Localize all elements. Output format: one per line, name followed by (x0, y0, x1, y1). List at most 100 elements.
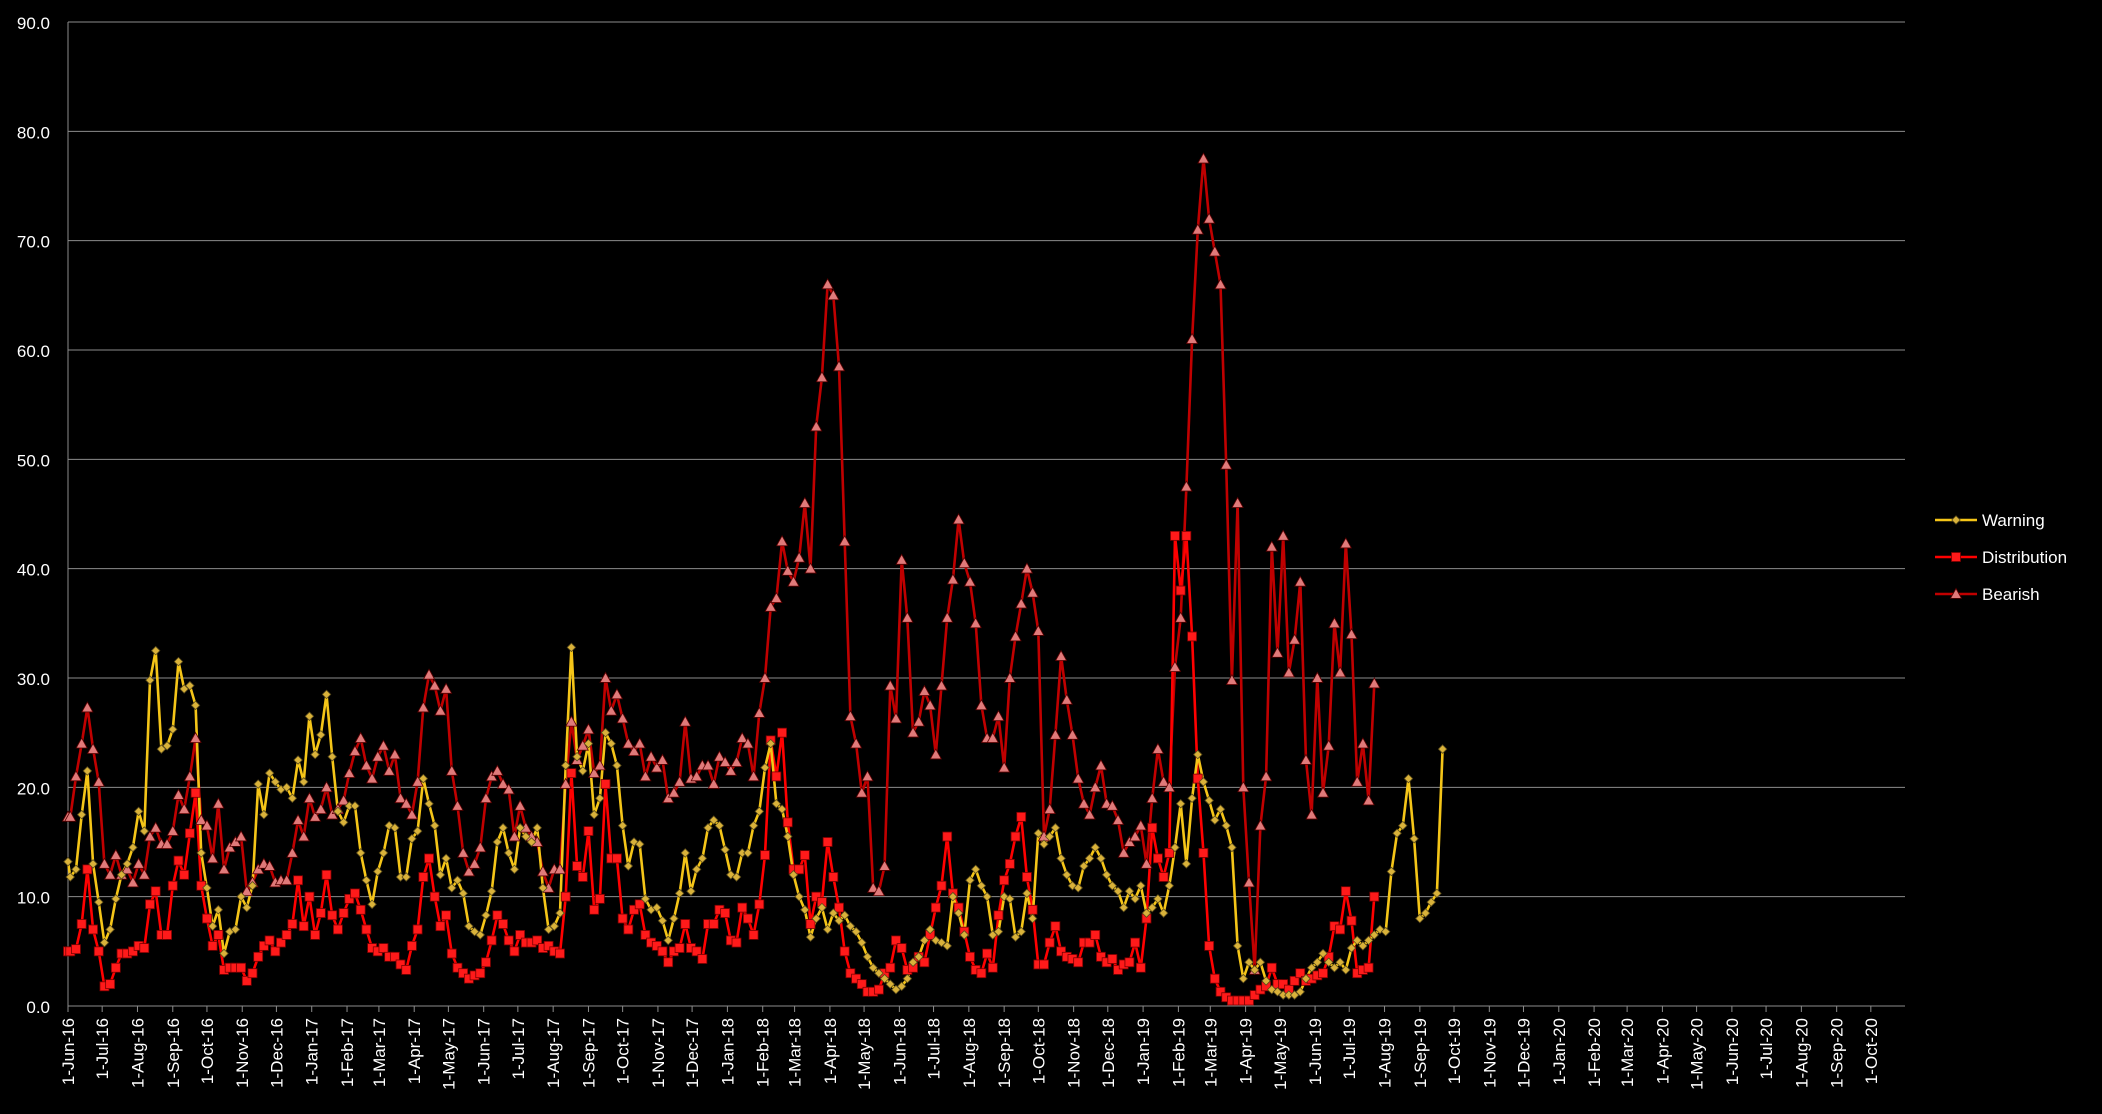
data-point-warning (885, 979, 896, 989)
data-point-bearish (1128, 830, 1142, 842)
y-tick-label: 70.0 (17, 233, 50, 252)
data-point-distribution (458, 968, 469, 979)
x-tick-label: 1-Oct-18 (1029, 1018, 1048, 1084)
data-point-bearish (599, 671, 612, 683)
data-point-distribution (435, 921, 446, 932)
data-point-bearish (103, 868, 117, 880)
data-point-warning (1432, 888, 1442, 899)
x-tick-label: 1-Jan-18 (718, 1018, 737, 1085)
data-point-bearish (679, 715, 692, 727)
data-point-warning (63, 856, 73, 867)
data-point-warning (1267, 984, 1277, 995)
x-axis: 1-Jun-16 1-Jul-16 1-Aug-16 1-Sep-16 1-Oct-16… (59, 1005, 1905, 1090)
data-point-warning (105, 924, 115, 935)
data-point-warning (1392, 828, 1402, 839)
y-tick-label: 50.0 (17, 451, 50, 470)
data-point-warning (475, 930, 486, 940)
data-point-distribution (207, 940, 218, 951)
data-point-warning (150, 645, 161, 656)
data-point-warning (1130, 894, 1140, 904)
data-point-bearish (1345, 627, 1358, 640)
data-point-warning (1369, 930, 1380, 940)
data-point-distribution (634, 899, 645, 910)
data-point-warning (731, 872, 742, 882)
data-point-warning (287, 793, 298, 804)
data-point-warning (162, 741, 172, 751)
data-point-distribution (1084, 937, 1095, 948)
data-point-warning (1289, 990, 1300, 1000)
data-point-bearish (1282, 666, 1296, 678)
data-point-bearish (160, 837, 174, 849)
data-point-bearish (912, 715, 925, 727)
data-point-warning (1090, 842, 1101, 853)
data-point-bearish (121, 863, 134, 875)
data-point-bearish (223, 841, 236, 853)
data-point-bearish (730, 755, 743, 767)
data-point-warning (1261, 976, 1271, 986)
data-point-distribution (315, 908, 326, 918)
data-point-bearish (166, 824, 179, 836)
data-point-distribution (873, 984, 884, 995)
data-point-bearish (889, 712, 903, 724)
data-point-distribution (401, 965, 412, 975)
data-point-bearish (1242, 876, 1256, 888)
data-point-distribution (896, 943, 907, 953)
x-tick-label: 1-Sep-20 (1828, 1018, 1847, 1088)
data-point-distribution (839, 946, 850, 957)
y-tick-label: 0.0 (26, 998, 50, 1017)
data-point-bearish (764, 600, 777, 612)
data-point-distribution (697, 954, 708, 964)
data-point-warning (116, 870, 127, 880)
data-point-bearish (496, 777, 510, 789)
data-point-bearish (462, 865, 476, 877)
data-point-distribution (754, 899, 765, 910)
data-point-bearish (1032, 624, 1045, 636)
data-point-bearish (92, 775, 105, 787)
data-point-bearish (1163, 781, 1176, 793)
data-point-bearish (656, 753, 669, 765)
data-point-distribution (566, 768, 577, 779)
y-tick-label: 60.0 (17, 342, 50, 361)
data-point-bearish (377, 739, 390, 751)
data-point-distribution (167, 880, 178, 891)
data-point-bearish (360, 759, 373, 771)
data-point-warning (1363, 935, 1374, 946)
data-point-bearish (884, 679, 897, 691)
data-point-distribution (1181, 530, 1192, 541)
data-point-warning (1215, 804, 1226, 814)
data-point-distribution (777, 727, 787, 738)
data-point-distribution (1124, 957, 1135, 968)
data-point-bearish (553, 863, 567, 875)
x-tick-label: 1-May-19 (1271, 1018, 1290, 1090)
data-point-distribution (139, 943, 150, 953)
x-tick-label: 1-Jun-17 (475, 1018, 494, 1085)
data-point-warning (1181, 859, 1192, 869)
data-point-distribution (76, 919, 87, 929)
data-point-distribution (555, 948, 565, 959)
data-point-bearish (485, 770, 498, 782)
data-point-warning (595, 793, 605, 804)
data-point-warning (726, 870, 736, 880)
data-point-distribution (720, 908, 731, 918)
data-point-warning (401, 872, 412, 882)
data-point-distribution (1073, 957, 1084, 968)
data-point-bearish (1191, 223, 1204, 235)
y-tick-label: 90.0 (17, 14, 50, 33)
data-point-bearish (1311, 671, 1324, 683)
data-point-distribution (680, 919, 691, 929)
data-point-distribution (856, 979, 867, 990)
data-point-distribution (418, 872, 429, 882)
data-point-warning (310, 749, 320, 760)
data-point-warning (1420, 908, 1431, 918)
data-point-distribution (822, 837, 833, 847)
data-point-bearish (1339, 537, 1352, 549)
data-point-distribution (936, 880, 947, 891)
x-tick-label: 1-Oct-19 (1445, 1018, 1464, 1084)
data-point-warning (378, 848, 389, 858)
data-point-bearish (559, 777, 572, 789)
data-point-distribution (1090, 930, 1101, 940)
data-point-distribution (1147, 822, 1158, 833)
data-point-warning (560, 760, 571, 771)
data-point-bearish (297, 830, 310, 842)
data-point-warning (948, 891, 958, 902)
